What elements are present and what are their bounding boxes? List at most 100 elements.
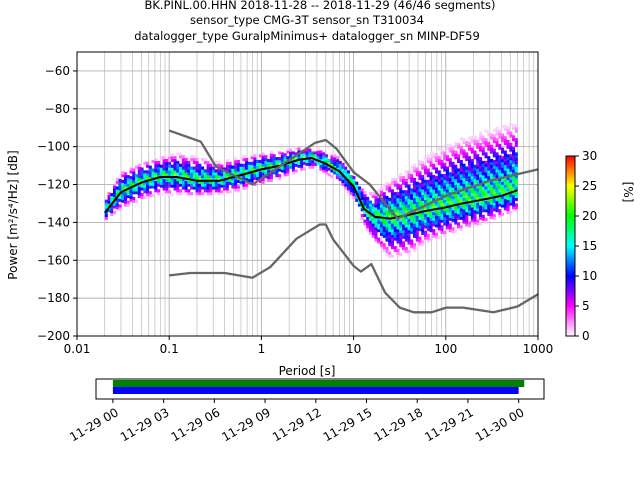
density-cell	[465, 192, 469, 196]
density-cell	[415, 227, 419, 231]
density-cell	[176, 192, 180, 196]
density-cell	[481, 138, 485, 142]
density-cell	[143, 170, 147, 174]
density-cell	[437, 227, 441, 231]
density-cell	[434, 170, 439, 174]
density-cell	[473, 164, 477, 168]
density-cell	[242, 169, 246, 173]
density-cell	[473, 193, 477, 197]
density-cell	[206, 192, 210, 196]
density-cell	[468, 158, 472, 163]
density-cell	[514, 143, 518, 147]
density-cell	[509, 171, 513, 175]
density-cell	[231, 185, 235, 189]
density-cell	[165, 164, 169, 168]
density-cell	[396, 197, 400, 201]
density-cell	[135, 199, 139, 203]
density-cell	[448, 149, 452, 153]
density-cell	[487, 212, 491, 217]
density-cell	[465, 183, 469, 187]
density-cell	[399, 238, 403, 242]
density-cell	[217, 180, 221, 184]
density-cell	[275, 174, 279, 178]
density-cell	[443, 219, 447, 223]
density-cell	[382, 223, 386, 227]
density-cell	[506, 171, 510, 175]
y-tick-label: −100	[37, 140, 70, 154]
y-tick-label: −60	[45, 64, 70, 78]
density-cell	[421, 180, 425, 184]
density-cell	[432, 214, 436, 218]
density-cell	[393, 197, 397, 201]
density-cell	[333, 159, 337, 164]
density-cell	[157, 160, 161, 165]
density-cell	[492, 213, 496, 218]
density-cell	[457, 154, 461, 158]
density-cell	[170, 178, 174, 182]
density-cell	[137, 175, 141, 179]
density-cell	[308, 162, 312, 166]
density-cell	[512, 123, 516, 128]
density-cell	[212, 186, 216, 190]
timeline-tick-label: 11-29 15	[321, 405, 375, 444]
density-cell	[107, 203, 111, 207]
density-cell	[327, 158, 331, 163]
density-cell	[512, 149, 516, 153]
density-cell	[492, 205, 496, 209]
density-cell	[393, 246, 397, 250]
density-cell	[388, 234, 392, 238]
density-cell	[113, 188, 117, 192]
colorbar-tick-label: 20	[582, 209, 597, 223]
density-cell	[487, 181, 491, 185]
density-cell	[291, 157, 295, 161]
density-cell	[457, 196, 461, 200]
title-line-2: sensor_type CMG-3T sensor_sn T310034	[190, 13, 424, 27]
density-cell	[440, 194, 444, 198]
density-cell	[214, 189, 218, 193]
density-cell	[129, 195, 133, 200]
colorbar-tick-label: 30	[582, 149, 597, 163]
density-cell	[283, 156, 287, 160]
density-cell	[135, 185, 139, 189]
density-cell	[396, 234, 400, 238]
data-segments-bar	[112, 380, 525, 387]
density-cell	[236, 188, 240, 192]
density-cell	[459, 228, 463, 232]
density-cell	[459, 145, 463, 149]
density-cell	[484, 217, 488, 221]
density-cell	[206, 166, 210, 170]
density-cell	[407, 252, 411, 256]
density-cell	[421, 229, 425, 233]
density-cell	[228, 190, 232, 194]
density-cell	[495, 169, 499, 173]
density-cell	[479, 165, 483, 169]
density-cell	[434, 224, 439, 228]
density-cell	[330, 160, 334, 165]
density-cell	[410, 191, 414, 195]
density-cell	[473, 218, 477, 222]
density-cell	[451, 215, 455, 219]
density-cell	[437, 176, 441, 180]
density-cell	[495, 140, 499, 145]
density-cell	[401, 241, 406, 245]
density-cell	[234, 157, 238, 161]
density-cell	[165, 170, 169, 174]
density-cell	[385, 201, 389, 205]
density-cell	[203, 177, 207, 182]
density-cell	[401, 178, 406, 182]
density-cell	[495, 132, 499, 136]
density-cell	[468, 198, 472, 202]
colorbar-tick-label: 0	[582, 329, 590, 343]
density-cell	[168, 170, 172, 174]
density-cell	[220, 190, 224, 194]
density-cell	[327, 173, 331, 177]
density-cell	[327, 167, 331, 171]
density-cell	[503, 181, 507, 185]
y-axis-label: Power [m²/s⁴/Hz] [dB]	[6, 150, 20, 279]
density-cell	[366, 222, 370, 226]
density-cell	[506, 211, 510, 215]
density-cell	[173, 156, 177, 160]
density-cell	[437, 158, 441, 163]
density-cell	[181, 158, 185, 162]
